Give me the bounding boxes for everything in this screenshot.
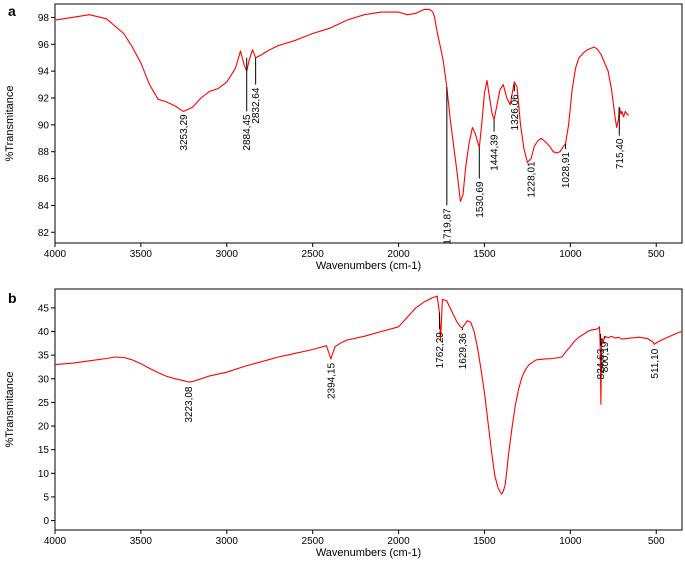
- peak-label: 3253,29: [179, 114, 190, 151]
- chart-panel-b: b 4000 3500 3000 2500 2000 1500 1000 500 0 5 10 15 20…: [4, 288, 683, 559]
- peak-label: 1719,87: [442, 208, 453, 245]
- plot-frame: [54, 288, 683, 531]
- y-tick-label: 86: [38, 174, 50, 185]
- x-tick-label: 2000: [387, 536, 410, 547]
- y-tick-label: 94: [38, 67, 50, 78]
- x-tick-label: 3000: [216, 536, 239, 547]
- peak-label: 1629,36: [458, 333, 469, 370]
- y-tick-label: 98: [38, 13, 50, 24]
- y-tick-label: 0: [43, 516, 49, 527]
- y-tick-label: 92: [38, 93, 50, 104]
- y-tick-label: 5: [43, 492, 49, 503]
- y-tick-label: 40: [38, 327, 50, 338]
- peak-label: 2394,15: [326, 362, 337, 399]
- x-tick-label: 3500: [130, 249, 153, 260]
- x-tick-label: 2500: [302, 249, 325, 260]
- y-tick-label: 10: [38, 469, 50, 480]
- y-tick-label: 35: [38, 351, 50, 362]
- y-tick-label: 88: [38, 147, 50, 158]
- x-tick-label: 2000: [387, 249, 410, 260]
- peak-label: 2884,45: [242, 114, 253, 151]
- peak-label: 1530,69: [475, 181, 486, 218]
- y-axis-title: %Transmitance: [4, 371, 16, 447]
- y-tick-label: 82: [38, 228, 50, 239]
- peak-label: 1228,01: [527, 161, 538, 198]
- peak-label: 1444,39: [490, 134, 501, 171]
- y-tick-label: 20: [38, 422, 50, 433]
- x-tick-label: 3000: [216, 249, 239, 260]
- x-axis-title: Wavenumbers (cm-1): [316, 260, 421, 272]
- x-tick-label: 1500: [473, 249, 496, 260]
- panel-label: a: [8, 3, 16, 19]
- peak-label: 715,40: [615, 138, 626, 169]
- peak-label: 1326,06: [510, 94, 521, 131]
- x-tick-label: 3500: [130, 536, 153, 547]
- peak-label: 1762,29: [435, 332, 446, 369]
- x-tick-label: 500: [648, 249, 665, 260]
- y-axis-title: %Transmitance: [4, 85, 16, 161]
- x-axis-title: Wavenumbers (cm-1): [316, 547, 421, 559]
- y-tick-label: 30: [38, 374, 50, 385]
- peak-label: 3223,08: [184, 386, 195, 423]
- y-tick-label: 96: [38, 40, 50, 51]
- spectrum-line: [54, 8, 630, 202]
- y-tick-label: 84: [38, 201, 50, 212]
- peak-label: 1028,91: [561, 152, 572, 189]
- x-tick-label: 2500: [302, 536, 325, 547]
- peak-label: 511,10: [650, 348, 661, 378]
- x-tick-label: 1500: [473, 536, 496, 547]
- y-tick-label: 15: [38, 445, 50, 456]
- y-tick-label: 25: [38, 398, 50, 409]
- x-tick-label: 4000: [44, 249, 67, 260]
- x-tick-label: 4000: [44, 536, 67, 547]
- x-tick-label: 500: [648, 536, 665, 547]
- chart-panel-a: a 4000 3500 3000 2500 2000 1500 1000 500 82 84 86 88…: [4, 3, 683, 272]
- x-tick-label: 1000: [559, 536, 582, 547]
- peak-label: 824,63: [596, 348, 607, 379]
- y-tick-label: 90: [38, 120, 50, 131]
- peak-label: 2832,64: [251, 87, 262, 124]
- peak-label: 800,19: [600, 341, 611, 372]
- y-tick-label: 45: [38, 303, 50, 314]
- plot-frame: [54, 3, 683, 244]
- x-tick-label: 1000: [559, 249, 582, 260]
- panel-label: b: [8, 290, 17, 306]
